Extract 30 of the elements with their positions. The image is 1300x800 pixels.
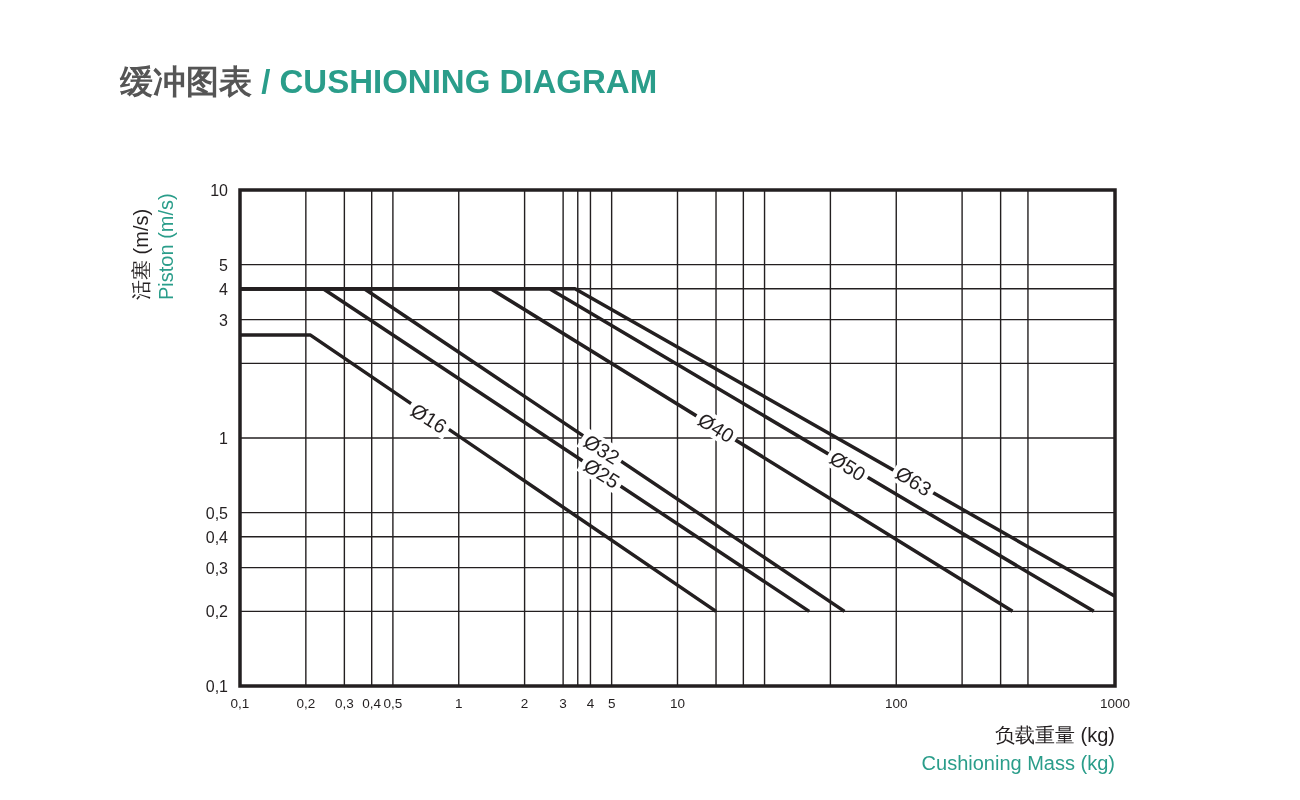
- y-tick-label: 0,5: [205, 504, 229, 522]
- x-tick-label: 1: [454, 696, 463, 711]
- y-tick-label: 3: [219, 311, 229, 329]
- x-tick-label: 3: [559, 696, 567, 711]
- chart-title: 缓冲图表 / CUSHIONING DIAGRAM: [119, 63, 658, 100]
- x-tick-label: 1000: [1099, 696, 1131, 711]
- y-tick-label: 0,3: [205, 559, 229, 577]
- y-tick-label: 0,4: [205, 528, 229, 546]
- y-tick-label: 4: [219, 280, 229, 298]
- annotation: Ø50: [825, 446, 870, 486]
- y-axis-title: 活塞 (m/s) Piston (m/s): [130, 193, 177, 300]
- y-tick-label: 1: [219, 430, 229, 447]
- x-tick-label: 0,3: [334, 696, 354, 711]
- x-tick-label: 5: [607, 696, 616, 711]
- y-tick-label: 10: [210, 182, 229, 199]
- y-tick-label: 0,2: [205, 603, 229, 621]
- y-tick-label: 0,1: [205, 678, 229, 695]
- x-axis-title: 负载重量 (kg) Cushioning Mass (kg): [921, 724, 1115, 774]
- x-tick-label: 10: [669, 696, 686, 711]
- y-tick-label: 5: [219, 256, 229, 274]
- x-tick-label: 2: [520, 696, 529, 711]
- x-tick-label: 0,5: [383, 696, 403, 711]
- x-tick-label: 4: [586, 696, 595, 711]
- annotation: Ø63: [891, 461, 936, 501]
- x-tick-label: 0,2: [296, 696, 316, 711]
- x-tick-label: 100: [884, 696, 908, 711]
- annotation: Ø16: [406, 399, 451, 438]
- x-tick-label: 0,4: [362, 696, 382, 711]
- x-tick-label: 0,1: [230, 696, 250, 711]
- annotation: Ø40: [694, 408, 738, 448]
